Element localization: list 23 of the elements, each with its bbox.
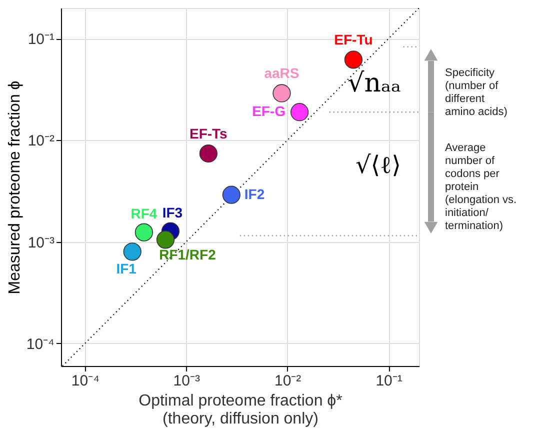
series-label: aaRS <box>264 65 300 82</box>
series-label: IF3 <box>162 204 183 220</box>
text: Specificity (number of different amino acids) <box>445 66 508 118</box>
x-axis-title: Optimal proteome fraction ϕ* (theory, diffusion only) <box>138 392 342 428</box>
series-label: EF-Ts <box>189 126 228 142</box>
y-tick-label: 10⁻³ <box>28 234 54 252</box>
y-tick-label: 10⁻⁴ <box>26 336 54 353</box>
series-label: EF-G <box>252 103 286 120</box>
y-tick-label: 10⁻¹ <box>28 31 54 48</box>
y-axis-title: Measured proteome fraction ϕ <box>6 80 24 294</box>
x-tick-label: 10⁻³ <box>173 372 200 390</box>
series-label: RF4 <box>130 205 158 222</box>
annotation: √⟨ℓ⟩ <box>355 150 401 179</box>
x-tick-label: 10⁻⁴ <box>71 372 100 390</box>
series-label: RF1/RF2 <box>159 246 216 263</box>
x-tick-label: 10⁻² <box>274 372 302 390</box>
series-label: IF2 <box>244 186 265 202</box>
series-label: EF-Tu <box>334 32 373 48</box>
y-tick-label: 10⁻² <box>28 132 54 150</box>
text: Average number of codons per protein (elongation vs. initiation/ termination) <box>445 142 517 232</box>
annotation: √nₐₐ <box>348 68 401 98</box>
x-tick-label: 10⁻¹ <box>376 372 402 390</box>
series-label: IF1 <box>116 260 137 277</box>
